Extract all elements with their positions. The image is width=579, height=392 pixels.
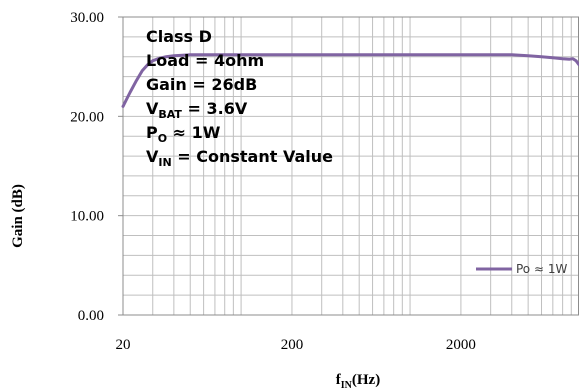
legend-label: Po ≈ 1W	[516, 262, 567, 276]
annotation-line: Load = 4ohm	[146, 51, 264, 70]
annotation-line: VBAT = 3.6V	[146, 99, 248, 121]
annotation-line: Class D	[146, 27, 212, 46]
annotation-line: PO ≈ 1W	[146, 123, 221, 145]
y-tick-label: 20.00	[70, 109, 104, 125]
x-axis-title-subscript: IN	[341, 380, 353, 391]
x-axis-title-unit: (Hz)	[352, 372, 380, 388]
x-tick-label: 20	[116, 337, 131, 353]
y-tick-label: 30.00	[70, 10, 104, 26]
annotation-line: Gain = 26dB	[146, 75, 257, 94]
annotation-line: VIN = Constant Value	[146, 147, 333, 169]
x-axis-title: fIN(Hz)	[336, 372, 380, 391]
y-tick-label: 10.00	[70, 209, 104, 225]
grid	[123, 17, 579, 315]
tick-labels: 0.00 10.00 20.00 30.00 20 200 2000	[70, 10, 476, 353]
y-tick-label: 0.00	[78, 308, 104, 324]
annotation-block: Class D Load = 4ohm Gain = 26dB VBAT = 3.6V…	[146, 27, 333, 169]
series-line-po-1w	[121, 53, 579, 108]
x-axis-title-main: f	[336, 372, 342, 388]
x-tick-label: 2000	[446, 337, 476, 353]
y-axis-title: Gain (dB)	[10, 184, 26, 248]
series-layer	[121, 53, 579, 108]
legend: Po ≈ 1W	[476, 262, 567, 276]
x-tick-label: 200	[281, 337, 304, 353]
